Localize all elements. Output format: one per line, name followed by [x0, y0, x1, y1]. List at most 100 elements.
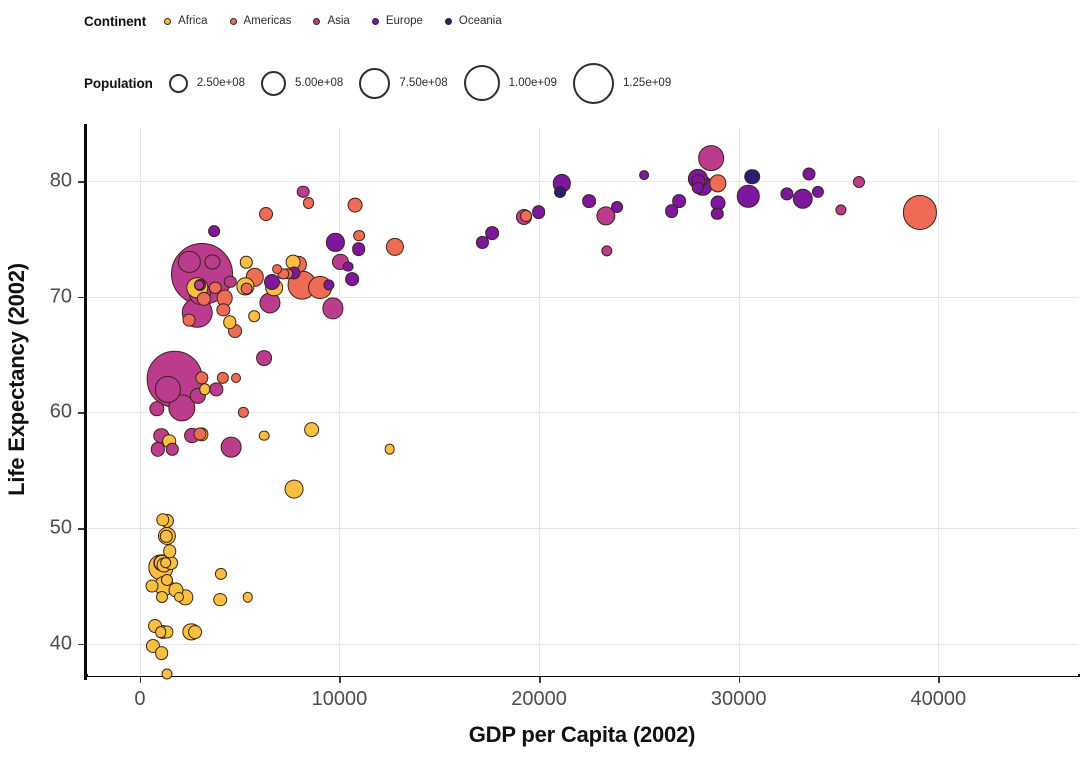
data-point	[476, 236, 489, 249]
data-point	[182, 313, 196, 327]
x-tick-label: 30000	[710, 688, 767, 710]
data-point	[154, 646, 169, 660]
data-point	[174, 592, 185, 603]
data-point	[811, 185, 824, 198]
x-tick-label: 10000	[311, 688, 368, 710]
y-tick-mark	[78, 412, 84, 414]
data-point	[256, 350, 273, 366]
population-legend: Population 2.50e+08 5.00e+08 7.50e+08 1.00e…	[84, 60, 671, 106]
population-legend-item-3[interactable]: 1.00e+09	[463, 65, 557, 101]
data-point	[792, 188, 813, 209]
data-point	[145, 579, 159, 593]
data-point	[160, 574, 173, 587]
data-point	[296, 185, 310, 198]
data-point	[242, 592, 253, 603]
population-legend-item-2[interactable]: 7.50e+08	[359, 67, 448, 99]
gridline-horizontal	[88, 412, 1078, 414]
data-point	[671, 193, 686, 208]
population-legend-label: 1.25e+09	[622, 77, 672, 89]
data-point	[351, 242, 366, 257]
y-tick-label: 50	[49, 516, 72, 539]
population-size-circle-icon	[572, 62, 614, 104]
data-point	[639, 170, 650, 181]
data-point	[303, 421, 320, 438]
data-point	[240, 282, 254, 296]
data-point	[216, 371, 229, 384]
continent-legend-item-asia[interactable]: Asia	[313, 15, 350, 27]
gridline-horizontal	[88, 181, 1078, 183]
x-tick-mark	[738, 677, 741, 683]
population-legend-label: 1.00e+09	[508, 77, 557, 89]
continent-swatch-icon	[229, 17, 237, 25]
y-tick-label: 80	[49, 169, 72, 192]
data-point	[258, 430, 270, 441]
data-point	[780, 187, 794, 201]
data-point	[154, 626, 167, 638]
y-tick-label: 60	[49, 400, 72, 423]
data-point	[531, 205, 546, 220]
population-legend-title: Population	[84, 75, 153, 91]
data-point	[485, 226, 499, 241]
population-legend-item-1[interactable]: 5.00e+08	[261, 70, 343, 96]
continent-legend-items: Africa Americas Asia Europe Oceania	[164, 15, 502, 27]
y-tick-label: 40	[49, 632, 72, 655]
data-point	[155, 513, 170, 527]
data-point	[272, 264, 282, 274]
continent-legend-item-europe[interactable]: Europe	[371, 15, 423, 27]
continent-legend-item-africa[interactable]: Africa	[164, 15, 208, 27]
data-point	[149, 401, 165, 417]
x-tick-mark	[339, 677, 342, 683]
population-legend-label: 7.50e+08	[399, 77, 448, 89]
data-point	[709, 174, 727, 193]
data-point	[160, 529, 173, 543]
data-point	[155, 591, 168, 604]
gridline-horizontal	[88, 296, 1078, 298]
data-point	[248, 310, 260, 323]
continent-swatch-icon	[164, 17, 172, 25]
continent-legend-item-oceania[interactable]: Oceania	[444, 15, 502, 27]
y-axis-line	[84, 124, 87, 680]
data-point	[259, 206, 274, 221]
x-tick-label: 40000	[910, 688, 967, 710]
data-point	[342, 261, 354, 273]
y-axis-title: Life Expectancy (2002)	[4, 263, 29, 496]
population-legend-label: 2.50e+08	[196, 77, 246, 89]
y-tick-mark	[78, 528, 84, 530]
data-point	[213, 592, 227, 607]
data-point	[601, 244, 613, 257]
plot-panel	[88, 128, 1078, 680]
data-point	[697, 145, 724, 171]
population-size-circle-icon	[359, 67, 391, 99]
continent-legend-title: Continent	[84, 13, 147, 29]
y-tick-mark	[78, 643, 84, 646]
continent-legend-item-americas[interactable]: Americas	[229, 15, 292, 27]
data-point	[322, 297, 344, 319]
data-point	[194, 280, 205, 291]
continent-legend-label: Asia	[327, 15, 350, 27]
data-point	[802, 167, 816, 181]
data-point	[154, 376, 181, 403]
data-point	[160, 556, 172, 569]
data-point	[284, 479, 304, 499]
data-point	[596, 206, 616, 226]
data-point	[519, 209, 532, 222]
population-size-circle-icon	[463, 65, 500, 101]
continent-legend-label: Americas	[243, 15, 292, 27]
data-point	[323, 279, 335, 291]
data-point	[188, 625, 203, 639]
data-point	[302, 197, 315, 210]
data-point	[216, 302, 230, 317]
continent-swatch-icon	[313, 17, 321, 25]
data-point	[384, 444, 396, 455]
data-point	[166, 443, 179, 456]
data-point	[238, 407, 249, 418]
data-point	[195, 371, 209, 385]
continent-swatch-icon	[444, 17, 452, 25]
x-tick-mark	[938, 677, 940, 683]
data-point	[240, 255, 253, 269]
continent-swatch-icon	[371, 17, 379, 25]
data-point	[150, 442, 165, 457]
population-legend-item-0[interactable]: 2.50e+08	[168, 73, 246, 93]
data-point	[744, 168, 761, 185]
population-legend-item-4[interactable]: 1.25e+09	[572, 62, 672, 104]
